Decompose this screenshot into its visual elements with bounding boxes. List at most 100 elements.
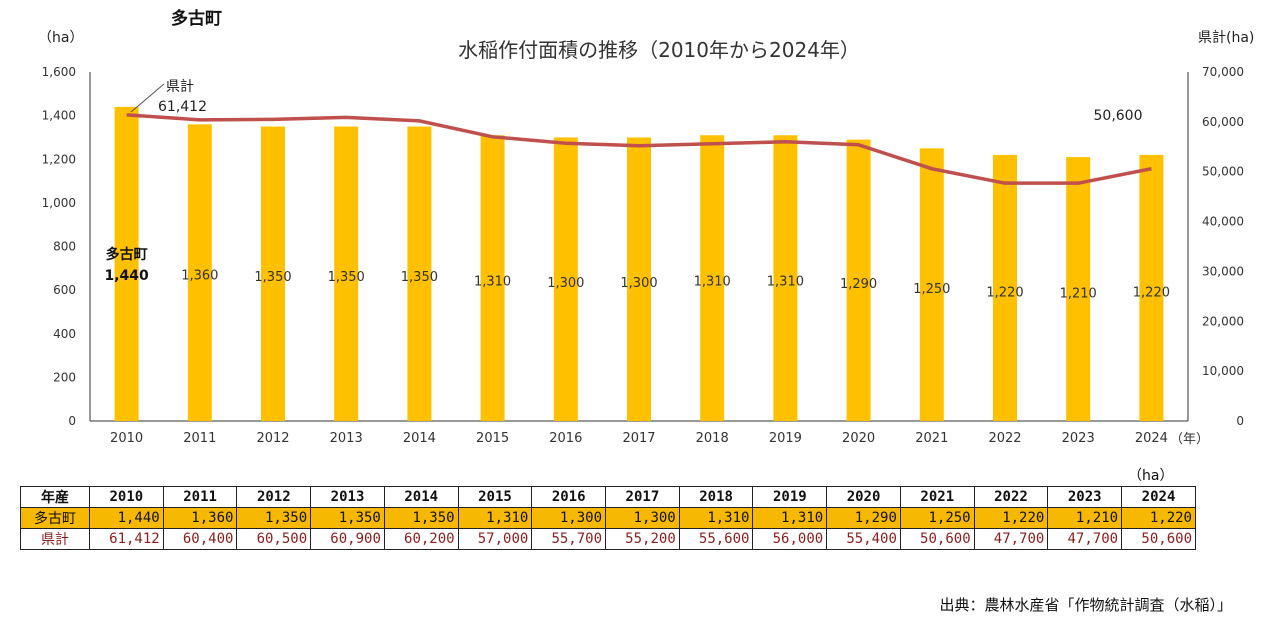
bar-data-label: 1,220 [1133, 285, 1170, 300]
table-cell: 61,412 [89, 528, 164, 550]
table-header-label: 年産 [20, 486, 90, 508]
table-cell: 1,290 [826, 507, 901, 529]
table-row: 県計 61,412 60,400 60,500 60,900 60,200 57,000 55… [20, 528, 1196, 550]
y-left-tick-label: 1,600 [42, 65, 76, 79]
x-tick-label: 2021 [915, 431, 948, 446]
table-cell: 1,350 [383, 507, 459, 529]
table-unit: （ha） [1128, 468, 1174, 484]
table-header-row: 年産 2010 2011 2012 2013 2014 2015 2016 2017 2018 20… [20, 486, 1196, 508]
town-title: 多古町 [171, 9, 222, 29]
y-right-tick-label: 0 [1236, 414, 1244, 428]
y-left-tick-label: 1,000 [42, 196, 76, 210]
bar-2010 [114, 106, 139, 422]
table-cell: 1,300 [531, 507, 607, 529]
bar-data-label: 1,350 [254, 270, 291, 285]
table-cell: 1,310 [678, 507, 754, 529]
table-cell: 1,210 [1047, 507, 1123, 529]
bar-data-label: 1,350 [328, 270, 365, 285]
table-header-year: 2016 [531, 486, 607, 508]
rice-area-chart: 水稲作付面積の推移（2010年から2024年） （ha） 県計(ha) 0 200 400… [38, 30, 1254, 447]
y-right-axis-title: 県計(ha) [1198, 30, 1254, 46]
x-tick-label: 2012 [256, 431, 289, 446]
y-right-tick-label: 30,000 [1202, 264, 1244, 278]
table-header-year: 2023 [1047, 486, 1123, 508]
bar-data-label: 1,300 [620, 276, 657, 291]
table-cell: 55,400 [826, 528, 901, 550]
y-left-tick-label: 1,200 [42, 152, 76, 166]
table-cell: 1,350 [236, 507, 312, 529]
table-header-year: 2022 [973, 486, 1049, 508]
table-cell: 56,000 [752, 528, 828, 550]
bar-data-label: 1,360 [181, 269, 218, 284]
line-last-value-annotation: 50,600 [1094, 108, 1143, 124]
table-cell: 1,440 [89, 507, 164, 529]
table-cell: 50,600 [899, 528, 975, 550]
table-header-year: 2012 [236, 486, 312, 508]
y-right-tick-label: 60,000 [1202, 115, 1244, 129]
table-row-label: 県計 [20, 528, 90, 550]
bar-data-label: 1,310 [694, 275, 731, 290]
x-tick-label: 2017 [622, 431, 655, 446]
bar-2018 [700, 135, 725, 421]
x-tick-label: 2011 [183, 431, 216, 446]
bar-data-label: 1,300 [547, 276, 584, 291]
table-cell: 1,310 [457, 507, 533, 529]
bar-2023 [1066, 157, 1091, 421]
bar-2011 [187, 124, 212, 421]
x-tick-label: 2024 [1135, 431, 1168, 446]
line-annotation-leader [130, 83, 165, 113]
y-right-tick-label: 10,000 [1202, 364, 1244, 378]
table-cell: 50,600 [1121, 528, 1196, 550]
bar-2015 [480, 135, 505, 421]
table-header-year: 2010 [89, 486, 164, 508]
bar-2021 [919, 148, 944, 421]
table-row-label: 多古町 [20, 507, 90, 529]
x-tick-label: 2016 [549, 431, 582, 446]
x-tick-label: 2019 [769, 431, 802, 446]
y-right-tick-label: 40,000 [1202, 215, 1244, 229]
y-left-tick-label: 0 [68, 414, 76, 428]
x-tick-label: 2020 [842, 431, 875, 446]
bar-first-value-annotation: 1,440 [104, 268, 149, 284]
bar-2017 [627, 137, 651, 421]
line-first-value-annotation: 61,412 [158, 99, 207, 115]
table-cell: 1,310 [752, 507, 828, 529]
y-left-tick-label: 200 [53, 370, 76, 384]
bar-2024 [1139, 154, 1164, 421]
data-table: 年産 2010 2011 2012 2013 2014 2015 2016 2017 2018 20… [20, 486, 1196, 550]
table-cell: 1,250 [899, 507, 975, 529]
table-cell: 47,700 [1047, 528, 1123, 550]
x-tick-label: 2015 [476, 431, 509, 446]
y-right-tick-label: 20,000 [1202, 314, 1244, 328]
x-tick-label: 2013 [330, 431, 363, 446]
y-left-axis-title: （ha） [38, 30, 83, 46]
x-tick-label: 2022 [988, 431, 1021, 446]
bar-data-label: 1,310 [767, 275, 804, 290]
table-cell: 60,900 [310, 528, 385, 550]
table-header-year: 2018 [678, 486, 754, 508]
table-cell: 60,400 [162, 528, 238, 550]
bar-data-label: 1,310 [474, 275, 511, 290]
table-cell: 1,220 [973, 507, 1049, 529]
y-left-tick-label: 1,400 [42, 109, 76, 123]
table-cell: 1,220 [1121, 507, 1196, 529]
source-note: 出典：農林水産省「作物統計調査（水稲）」 [939, 596, 1232, 614]
table-row: 多古町 1,440 1,360 1,350 1,350 1,350 1,310 1,300 1,… [20, 507, 1196, 529]
bar-data-label: 1,350 [401, 270, 438, 285]
table-header-year: 2020 [826, 486, 901, 508]
table-header-year: 2014 [383, 486, 459, 508]
table-header-year: 2019 [752, 486, 828, 508]
table-header-year: 2013 [310, 486, 385, 508]
bar-2014 [407, 126, 432, 421]
bar-2019 [773, 135, 798, 421]
x-tick-label: 2014 [403, 431, 436, 446]
bar-2012 [261, 126, 285, 421]
line-series-annotation: 県計 [166, 79, 194, 95]
y-right-tick-label: 70,000 [1202, 65, 1244, 79]
bar-2013 [334, 126, 359, 421]
y-left-tick-label: 800 [53, 240, 76, 254]
line-pref-total [126, 113, 1152, 185]
y-right-tick-label: 50,000 [1202, 165, 1244, 179]
chart-title: 水稲作付面積の推移（2010年から2024年） [458, 38, 860, 62]
table-cell: 1,350 [310, 507, 385, 529]
